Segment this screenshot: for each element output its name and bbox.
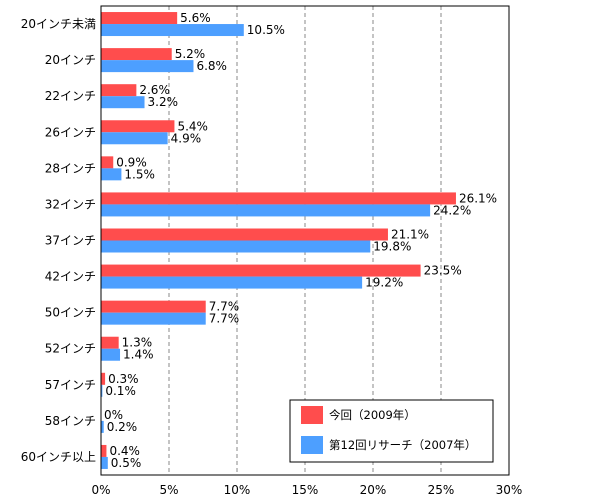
data-label-series-1: 23.5% [424,264,462,278]
legend: 今回（2009年） 第12回リサーチ（2007年） [289,399,494,463]
data-label-series-1: 26.1% [459,191,497,205]
bar-series-2 [101,60,194,73]
data-label-series-1: 0.4% [109,444,140,458]
bar-series-2 [101,456,108,469]
bar-series-2 [101,24,244,37]
data-label-series-2: 19.2% [365,276,403,290]
x-tick-labels: 0% 5% 10% 15% 20% 25% 30% [91,483,522,497]
data-label-series-1: 5.4% [177,119,208,133]
data-label-series-2: 0.5% [111,456,142,470]
data-labels: 5.6% 10.5% 5.2%6.8% 2.6%3.2% 5.4%4.9% 0.9%1.5… [104,11,497,470]
data-label-series-2: 19.8% [373,240,411,254]
category-label: 42インチ [45,270,96,284]
data-label-series-2: 0.1% [105,384,136,398]
category-label: 32インチ [45,197,96,211]
data-label-series-2: 0.2% [107,420,138,434]
bar-series-2 [101,204,431,217]
bar-series-1 [101,12,178,25]
data-label-series-2: 3.2% [148,95,179,109]
plot-frame [100,5,510,476]
bar-series-2 [101,168,122,181]
bar-series-1 [101,264,421,277]
data-label-series-2: 4.9% [171,131,202,145]
legend-label-series-1: 今回（2009年） [329,408,416,422]
x-tick-label: 15% [292,483,319,497]
category-label: 57インチ [45,378,96,392]
data-label-series-1: 5.6% [180,11,211,25]
data-label-series-1: 21.1% [391,228,429,242]
x-tick-label: 20% [360,483,387,497]
bar-series-2 [101,348,121,361]
category-label: 22インチ [45,89,96,103]
legend-box [289,399,494,463]
data-label-series-2: 1.4% [123,348,154,362]
bar-series-1 [101,228,388,241]
data-label-series-1: 0.3% [108,372,139,386]
bar-series-1 [101,48,172,61]
bar-series-1 [101,120,175,133]
legend-label-series-2: 第12回リサーチ（2007年） [329,438,476,452]
bar-series-1 [101,336,119,349]
bar-series-1 [101,372,106,385]
legend-swatch-series-1 [301,406,323,424]
data-label-series-1: 7.7% [209,300,240,314]
data-label-series-1: 5.2% [175,47,206,61]
category-label: 60インチ以上 [21,450,96,464]
legend-swatch-series-2 [301,436,323,454]
bar-series-2 [101,132,168,145]
data-label-series-2: 1.5% [124,167,154,181]
x-tick-label: 25% [428,483,455,497]
category-label: 26インチ [45,125,96,139]
data-label-series-1: 1.3% [122,336,152,350]
data-label-series-1: 0.9% [116,155,146,169]
data-label-series-2: 7.7% [209,312,240,326]
category-label: 52インチ [45,342,96,356]
bar-series-1 [101,300,206,313]
category-label: 58インチ [45,414,96,428]
bar-series-2 [101,312,206,325]
data-label-series-1: 2.6% [139,83,170,97]
data-label-series-2: 24.2% [433,203,471,217]
bar-series-2 [101,384,103,397]
category-label: 20インチ未満 [21,17,96,31]
bar-series-1 [101,192,456,205]
bar-series-2 [101,276,363,289]
category-label: 20インチ [45,53,96,67]
x-tick-label: 5% [159,483,178,497]
category-labels: 20インチ未満 20インチ 22インチ 26インチ 28インチ 32インチ 37インチ 42イ… [21,17,96,464]
bar-series-1 [101,156,114,169]
category-label: 28インチ [45,161,96,175]
bar-series-2 [101,240,371,253]
bar-series-2 [101,420,104,433]
x-tick-label: 10% [224,483,251,497]
data-label-series-2: 6.8% [196,59,227,73]
category-label: 37インチ [45,234,96,248]
bar-series-1 [101,84,137,97]
bars [101,12,456,469]
data-label-series-2: 10.5% [247,23,285,37]
x-tick-label: 30% [496,483,523,497]
bar-series-2 [101,96,145,109]
category-label: 50インチ [45,306,96,320]
x-tick-label: 0% [91,483,110,497]
data-label-series-1: 0% [104,408,123,422]
bar-series-1 [101,444,107,457]
